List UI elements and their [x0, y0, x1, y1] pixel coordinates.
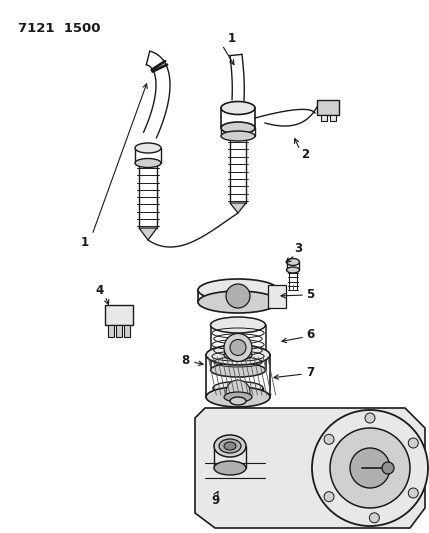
- Text: 7121  1500: 7121 1500: [18, 22, 100, 35]
- Ellipse shape: [214, 435, 246, 457]
- Polygon shape: [139, 228, 157, 240]
- Bar: [105, 305, 133, 325]
- Circle shape: [324, 434, 334, 445]
- Circle shape: [330, 428, 410, 508]
- Polygon shape: [268, 285, 286, 308]
- Text: 9: 9: [211, 494, 219, 506]
- Circle shape: [226, 284, 250, 308]
- Text: 5: 5: [306, 288, 314, 302]
- Ellipse shape: [224, 442, 236, 450]
- Ellipse shape: [198, 291, 278, 313]
- Ellipse shape: [221, 101, 255, 115]
- Circle shape: [408, 488, 418, 498]
- Ellipse shape: [211, 317, 266, 333]
- Ellipse shape: [224, 392, 252, 402]
- Bar: [108, 325, 114, 337]
- Circle shape: [226, 380, 250, 404]
- Ellipse shape: [230, 397, 246, 405]
- Ellipse shape: [211, 363, 266, 377]
- Text: 2: 2: [301, 149, 309, 161]
- Ellipse shape: [206, 387, 270, 407]
- Text: 3: 3: [294, 241, 302, 254]
- Bar: [330, 115, 336, 121]
- Circle shape: [350, 448, 390, 488]
- Polygon shape: [195, 408, 425, 528]
- Ellipse shape: [135, 143, 161, 153]
- Text: 1: 1: [81, 236, 89, 248]
- Ellipse shape: [219, 439, 241, 453]
- Text: 8: 8: [181, 353, 189, 367]
- Ellipse shape: [213, 390, 263, 402]
- Text: 7: 7: [306, 366, 314, 378]
- Ellipse shape: [206, 345, 270, 365]
- Bar: [321, 115, 327, 121]
- Ellipse shape: [135, 158, 161, 167]
- Bar: [116, 325, 122, 337]
- Ellipse shape: [224, 350, 252, 360]
- Ellipse shape: [287, 259, 299, 265]
- Ellipse shape: [230, 343, 246, 351]
- Ellipse shape: [214, 461, 246, 475]
- Text: 4: 4: [96, 284, 104, 296]
- Circle shape: [230, 340, 246, 356]
- Ellipse shape: [221, 131, 255, 141]
- Circle shape: [224, 334, 252, 361]
- Polygon shape: [230, 203, 246, 213]
- Ellipse shape: [221, 122, 255, 134]
- Circle shape: [408, 438, 418, 448]
- Circle shape: [382, 462, 394, 474]
- Bar: [124, 325, 130, 337]
- Ellipse shape: [198, 279, 278, 301]
- Text: 6: 6: [306, 328, 314, 342]
- Text: 1: 1: [228, 31, 236, 44]
- Circle shape: [324, 491, 334, 502]
- Circle shape: [369, 513, 379, 523]
- Circle shape: [312, 410, 428, 526]
- Ellipse shape: [287, 267, 299, 273]
- Ellipse shape: [213, 382, 263, 394]
- Circle shape: [365, 413, 375, 423]
- Bar: [317, 100, 339, 115]
